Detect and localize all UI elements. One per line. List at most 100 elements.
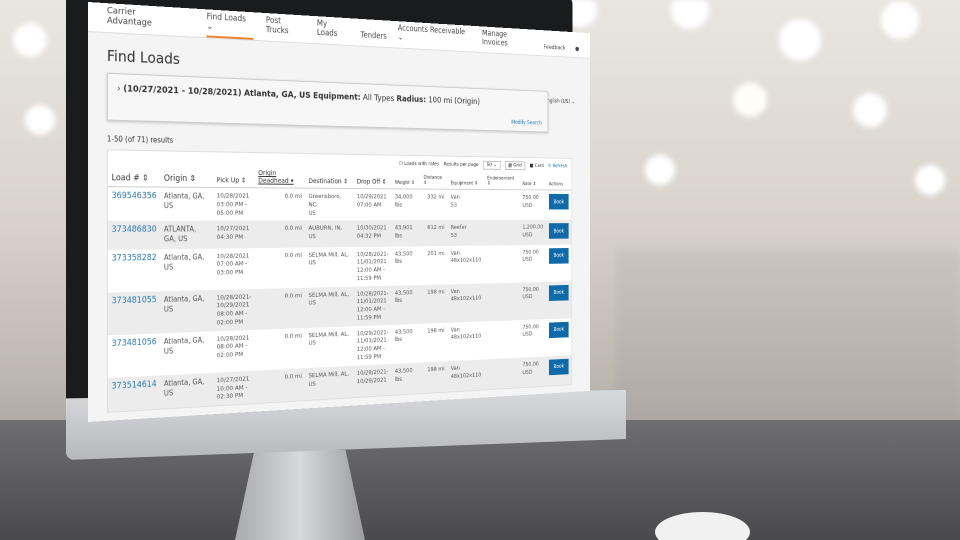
book-button[interactable]: Book — [548, 358, 569, 376]
cell-weight: 43,500 lbs — [391, 362, 421, 395]
nav-my-loads[interactable]: My Loads — [316, 18, 338, 39]
cell-equipment: Van 53 — [450, 193, 460, 209]
cell-distance: 201 mi — [427, 249, 445, 257]
cell-endorsement — [484, 245, 519, 283]
loads-with-rates-checkbox[interactable]: ☐ Loads with rates — [398, 161, 440, 168]
cell-load[interactable]: 373486830 — [107, 221, 161, 250]
equipment-value: All Types — [362, 93, 395, 104]
chevron-down-icon: ⌄ — [397, 33, 404, 43]
per-page-select[interactable]: 50 ⌄ — [482, 160, 501, 170]
book-button[interactable]: Book — [548, 284, 569, 301]
cell-pickup: 10/27/2021 10:00 AM - 02:30 PM — [213, 370, 255, 406]
cell-endorsement — [484, 357, 520, 390]
cell-pickup: 10/28/2021- 10/29/2021 08:00 AM - 02:00 … — [213, 288, 255, 332]
card-label: Card — [534, 163, 544, 169]
book-button[interactable]: Book — [548, 223, 569, 240]
cell-load[interactable]: 373358282 — [111, 252, 157, 264]
column-header[interactable]: Load # ⇕ — [107, 164, 161, 188]
nav-accounts-receivable[interactable]: Accounts Receivable ⌄ — [398, 24, 472, 46]
search-summary[interactable]: › (10/27/2021 - 10/28/2021) Atlanta, GA,… — [106, 72, 549, 133]
cell-load[interactable]: 369546356 — [111, 191, 157, 202]
per-page-value: 50 — [486, 162, 492, 168]
cell-deadhead: 0.0 mi — [254, 287, 306, 330]
monitor-stand — [235, 450, 365, 540]
book-button[interactable]: Book — [548, 193, 569, 210]
cell-endorsement — [484, 282, 520, 322]
cell-distance: 612 mi — [420, 220, 448, 246]
cell-origin: Atlanta, GA, US — [163, 335, 205, 356]
column-header[interactable]: Destination ⇕ — [305, 167, 354, 189]
column-header[interactable]: Weight ⇕ — [391, 168, 421, 190]
expand-chevron-icon[interactable]: › — [117, 84, 121, 95]
cell-origin: Atlanta, GA, US — [163, 252, 205, 272]
cell-distance: 198 mi — [420, 284, 448, 324]
cell-origin: ATLANTA, GA, US — [160, 220, 214, 249]
grid-label: Grid — [513, 163, 522, 169]
nav-label: Accounts Receivable — [397, 23, 466, 37]
cell-rate: 750.00 USD — [522, 248, 539, 263]
column-header[interactable]: Rate ⇕ — [519, 170, 547, 190]
column-header[interactable]: Pick Up ⇕ — [213, 165, 255, 188]
cell-load[interactable]: 373481056 — [111, 337, 157, 349]
table-row: 369546356 Atlanta, GA, US 10/28/2021 03:00… — [108, 187, 572, 222]
per-page-label: Results per page — [443, 161, 479, 168]
column-header[interactable]: Origin Deadhead ▾ — [254, 166, 306, 189]
refresh-button[interactable]: ↻ Refresh — [548, 163, 568, 170]
language-select[interactable]: English (US) ⌄ — [544, 97, 575, 105]
user-icon[interactable]: ● — [575, 45, 580, 53]
cell-destination: AUBURN, IN, US — [305, 220, 354, 248]
column-header[interactable]: Drop Off ⇕ — [353, 167, 392, 189]
cell-deadhead: 0.0 mi — [284, 192, 302, 200]
cell-endorsement — [484, 220, 520, 246]
column-header[interactable]: Origin ⇕ — [160, 165, 214, 188]
cell-dropoff: 10/30/2021 04:32 PM — [353, 220, 392, 247]
chevron-down-icon: ⌄ — [206, 21, 213, 32]
mouse — [655, 512, 750, 540]
cell-rate: 1,200.00 USD — [519, 220, 547, 245]
cell-distance: 332 mi — [427, 193, 445, 201]
radius-value: 100 mi (Origin) — [428, 95, 480, 107]
nav-post-trucks[interactable]: Post Trucks — [265, 15, 289, 37]
nav-find-loads[interactable]: Find Loads ⌄ — [206, 12, 254, 40]
cell-destination: SELMA Mill, AL, US — [305, 286, 354, 328]
feedback-link[interactable]: Feedback — [543, 43, 566, 52]
cell-destination: Greensboro, NC, US — [308, 192, 342, 217]
brand[interactable]: Carrier Advantage — [106, 6, 152, 29]
search-location: Atlanta, GA, US — [243, 88, 311, 101]
column-header[interactable]: Distance ⇕ — [420, 168, 448, 190]
cell-load[interactable]: 373514614 — [107, 375, 161, 412]
cell-actions: Book — [546, 244, 571, 282]
cell-endorsement — [484, 189, 519, 220]
cell-weight: 43,901 lbs — [391, 220, 421, 247]
cell-equipment: Reefer 53 — [447, 220, 485, 246]
cell-deadhead: 0.0 mi — [254, 220, 306, 248]
cell-deadhead: 0.0 mi — [284, 250, 302, 259]
cell-actions: Book — [546, 281, 572, 319]
cell-pickup: 10/28/2021 03:00 PM - 05:00 PM — [216, 191, 250, 217]
cell-dropoff: 10/29/2021 07:00 AM — [356, 192, 387, 209]
book-button[interactable]: Book — [548, 321, 569, 338]
cell-distance: 198 mi — [427, 326, 445, 335]
cell-load[interactable]: 373481055 — [107, 290, 161, 335]
nav-tenders[interactable]: Tenders — [360, 30, 387, 42]
modify-search-link[interactable]: Modify Search — [511, 119, 542, 127]
cell-endorsement — [484, 320, 519, 359]
cell-weight: 43,500 lbs — [394, 327, 413, 344]
cell-weight: 34,000 lbs — [394, 192, 413, 209]
background-shelves — [615, 250, 960, 450]
column-header[interactable]: Endorsement ⇕ — [484, 169, 520, 190]
grid-view-button[interactable]: ▦ Grid — [504, 161, 526, 171]
cell-destination: SELMA Mill, AL, US — [308, 250, 349, 267]
card-view-button[interactable]: ■ Card — [529, 163, 544, 169]
equipment-label: Equipment: — [313, 91, 361, 103]
book-button[interactable]: Book — [548, 247, 569, 264]
cell-dropoff: 10/28/2021- 10/29/2021 — [353, 363, 392, 398]
radius-label: Radius: — [396, 94, 427, 105]
nav-manage-invoices[interactable]: Manage Invoices — [482, 29, 508, 49]
column-header: Actions — [546, 170, 572, 191]
search-dates: (10/27/2021 - 10/28/2021) — [123, 84, 242, 99]
cell-destination: SELMA Mill, AL, US — [305, 365, 354, 401]
column-header[interactable]: Equipment ⇕ — [447, 169, 485, 190]
cell-rate: 750.00 USD — [522, 193, 539, 209]
cell-rate: 750.00 USD — [519, 356, 547, 388]
